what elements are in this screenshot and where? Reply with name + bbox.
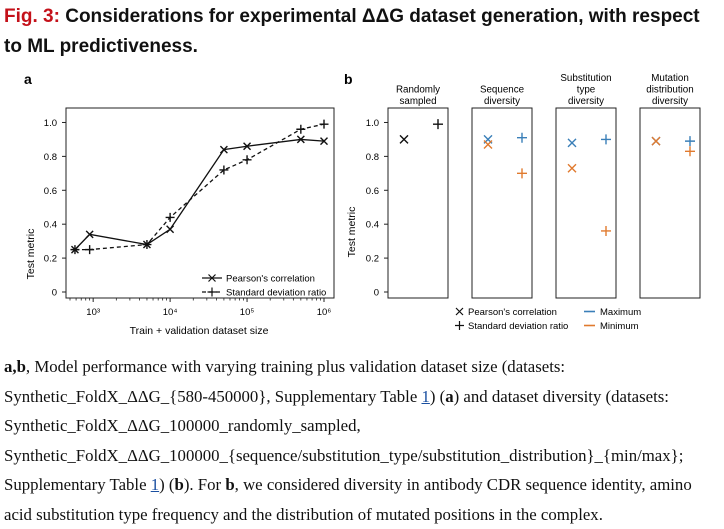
sd-ratio-maximum-point [601,134,611,145]
caption-ref-b: b [174,475,184,494]
figure-caption: a,b, Model performance with varying trai… [4,352,722,529]
pearson-point [166,225,175,234]
y-tick-label: 0 [374,288,379,299]
y-tick-label: 1.0 [366,118,379,129]
sd-ratio-maximum-point [517,132,527,143]
figure-title: Fig. 3: Considerations for experimental … [4,2,720,62]
legend-b-x-marker [455,307,464,316]
pearson-maximum-point [567,138,577,148]
figure-number: Fig. 3: [4,6,60,27]
caption-text-1: , Model performance with varying trainin… [4,357,566,406]
legend-pearson-label: Pearson's correlation [226,274,315,285]
panel-b-legend: Pearson's correlation Standard deviation… [455,307,641,332]
caption-text-6: , we considered diversity in antibody CD… [4,475,692,524]
panel-b-y-label: Test metric [346,207,358,258]
panel-b-label: b [344,71,353,87]
y-tick-label: 0.4 [366,220,379,231]
group-frame-4 [639,107,701,299]
x-tick-label: 10⁵ [240,307,255,318]
panel-a-x-label: Train + validation dataset size [130,325,269,337]
y-tick-label: 0.8 [44,152,57,163]
sd-ratio-point [296,124,306,134]
pearson-point [219,145,228,154]
pearson-point [85,230,94,239]
panel-a-frame [65,107,335,299]
y-tick-label: 0.6 [44,186,57,197]
caption-text-4: ) ( [159,475,175,494]
sd-ratio-point [70,245,80,255]
caption-ref-a: a [445,386,454,406]
pearson-none-point [399,134,409,144]
sd-ratio-point [242,155,252,165]
group-header-4: Mutation distribution diversity [646,73,693,107]
legend-b-sd-label: Standard deviation ratio [468,321,568,332]
pearson-point [296,135,305,144]
sd-ratio-point [85,245,95,255]
legend-minimum-label: Minimum [600,321,639,332]
figure-panels: a 0 0.2 0.4 0.6 0.8 1.0 10³ 10⁴ 10⁵ 10⁶ Test met… [24,71,701,337]
y-tick-label: 0.8 [366,152,379,163]
sd-ratio-point [219,165,229,175]
legend-b-plus-marker [455,321,464,330]
panel-a-y-ticks: 0 0.2 0.4 0.6 0.8 1.0 [44,118,66,299]
group-header-3: Substitution type diversity [560,73,611,107]
group-header-1: Randomly sampled [396,85,440,108]
y-tick-label: 0.4 [44,220,57,231]
group-frame-1 [387,107,449,299]
pearson-point [243,142,252,151]
figure-title-text: Considerations for experimental ΔΔG data… [4,6,700,57]
sd-ratio-point [319,119,329,129]
legend-sd-label: Standard deviation ratio [226,288,326,299]
group-frame-2 [471,107,533,299]
caption-text-2: ) ( [429,386,446,406]
y-tick-label: 1.0 [44,118,57,129]
caption-text-5: ). For [183,475,226,494]
group-header-2: Sequence diversity [480,85,525,108]
sd-ratio-minimum-point [601,225,611,236]
legend-b-pearson-label: Pearson's correlation [468,307,557,318]
pearson-minimum-point [651,136,661,146]
caption-ref-b-2: b [225,475,235,494]
x-tick-label: 10³ [86,307,100,318]
sd-ratio-point [165,212,175,222]
panel-b-group-headers: Randomly sampled Sequence diversity Substitu… [396,73,694,107]
sd-ratio-series-line [74,123,325,251]
supplementary-table-link-2[interactable]: 1 [150,475,160,494]
sd-ratio-none-point [433,119,443,130]
legend-x-marker [208,274,216,282]
panel-a-legend: Pearson's correlation Standard deviation… [202,274,326,299]
panel-b-y-ticks: 0 0.2 0.4 0.6 0.8 1.0 [366,118,388,299]
caption-text-3: ) and dataset diversity (datasets: Synth… [4,386,684,495]
panel-b-points [399,119,695,236]
sd-ratio-point [142,240,152,250]
y-tick-label: 0.6 [366,186,379,197]
caption-panels: a,b [4,357,26,376]
sd-ratio-maximum-point [685,136,695,147]
sd-ratio-minimum-point [517,168,527,179]
legend-maximum-label: Maximum [600,307,641,318]
x-tick-label: 10⁶ [317,307,332,318]
panel-a-x-ticks: 10³ 10⁴ 10⁵ 10⁶ [69,298,332,318]
group-frame-3 [555,107,617,299]
y-tick-label: 0.2 [366,254,379,265]
sd-ratio-minimum-point [685,146,695,157]
pearson-series-line [74,138,325,251]
panel-a-y-label: Test metric [25,229,37,280]
panel-b-frames [387,107,701,299]
y-tick-label: 0.2 [44,254,57,265]
x-tick-label: 10⁴ [163,307,178,318]
panel-a-series [70,119,329,255]
pearson-point [320,137,328,146]
supplementary-table-link-1[interactable]: 1 [421,386,430,406]
pearson-minimum-point [567,163,577,173]
panel-a-label: a [24,71,32,87]
y-tick-label: 0 [52,288,57,299]
pearson-minimum-point [483,140,493,150]
legend-plus-marker [207,287,217,297]
